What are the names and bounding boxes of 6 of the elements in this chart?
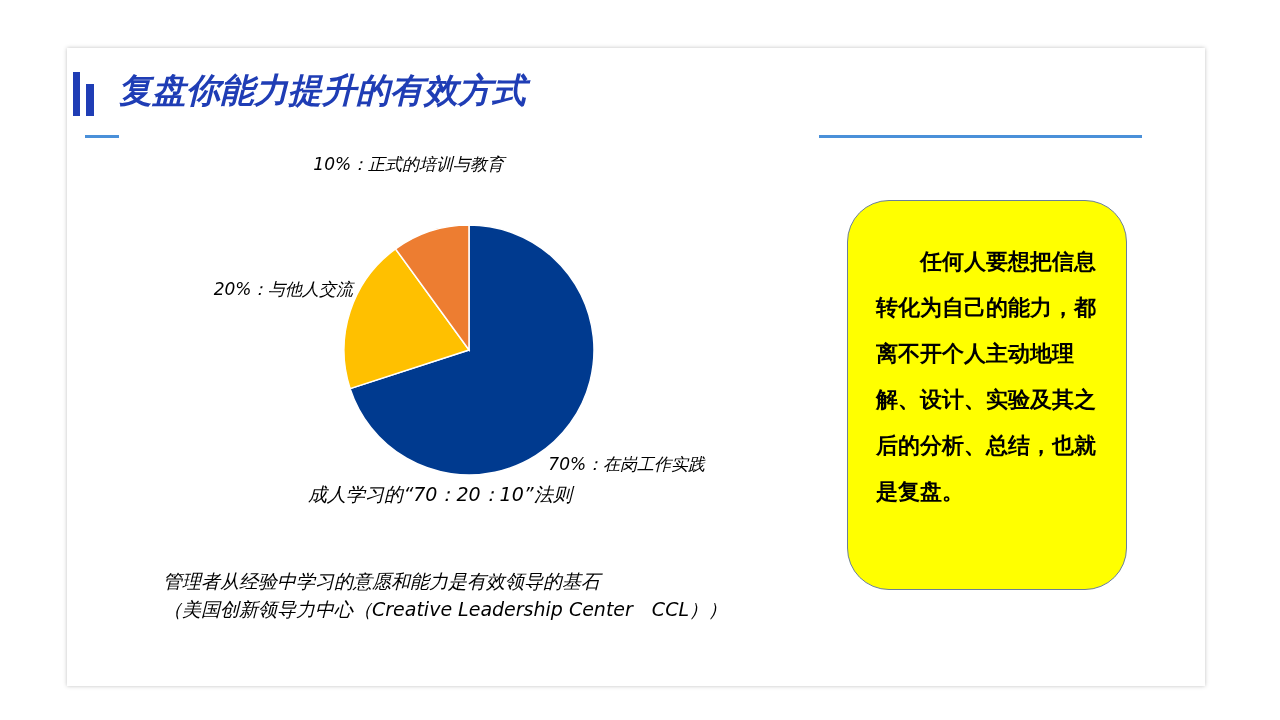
text: 成人学习的“70：20：10”法则	[307, 482, 576, 507]
text: （美国创新领导力中心（Creative Leadership Center CCL））	[163, 597, 727, 622]
note-card: 任何人要想把信息转化为自己的能力，都离不开个人主动地理解、设计、实验及其之后的分析、总结，也就是复盘。	[847, 200, 1127, 590]
slice-label: 70%：在岗工作实践	[548, 453, 707, 474]
slice-label: 10%：正式的培训与教育	[313, 153, 508, 174]
slice-label: 20%：与他人交流	[213, 278, 356, 299]
